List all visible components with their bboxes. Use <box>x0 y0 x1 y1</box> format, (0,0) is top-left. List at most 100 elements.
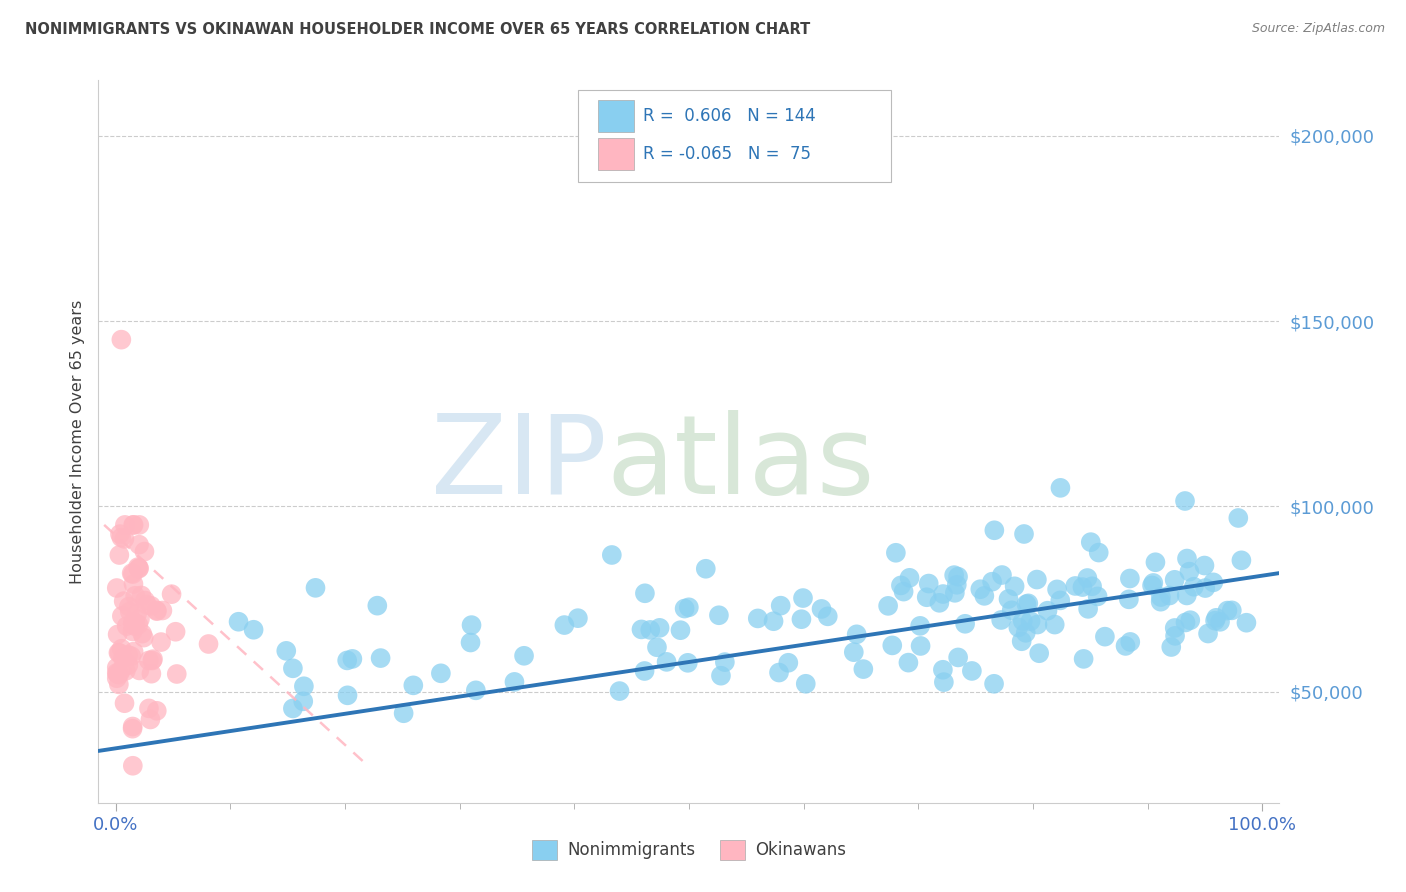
Point <box>105 581 128 595</box>
Point <box>946 570 969 584</box>
Point <box>882 639 904 653</box>
Point <box>845 627 868 641</box>
Point <box>669 623 692 637</box>
Point <box>1064 579 1087 593</box>
Point <box>991 568 1014 582</box>
Point <box>134 593 156 607</box>
Point <box>1144 555 1167 569</box>
Point <box>430 666 453 681</box>
Legend: Nonimmigrants, Okinawans: Nonimmigrants, Okinawans <box>526 833 852 867</box>
Point <box>877 599 900 613</box>
Point <box>1017 596 1039 610</box>
Point <box>370 651 392 665</box>
Point <box>969 582 991 597</box>
Point <box>633 664 655 678</box>
Point <box>228 615 250 629</box>
Point <box>762 614 785 628</box>
Point <box>910 639 932 653</box>
Point <box>1049 481 1071 495</box>
Point <box>890 578 912 592</box>
Point <box>655 655 678 669</box>
Point <box>1230 553 1253 567</box>
Point <box>1194 558 1216 573</box>
Point <box>973 589 995 603</box>
Point <box>1004 579 1026 593</box>
Point <box>122 517 145 532</box>
Point <box>197 637 219 651</box>
Point <box>1174 494 1197 508</box>
Point <box>366 599 388 613</box>
Point <box>932 663 955 677</box>
Point <box>141 666 163 681</box>
Point <box>645 640 668 655</box>
Point <box>503 674 526 689</box>
Point <box>1073 652 1095 666</box>
Point <box>121 567 143 582</box>
Point <box>943 586 966 600</box>
Point <box>1049 593 1071 607</box>
Point <box>981 574 1004 589</box>
Point <box>292 694 315 708</box>
Point <box>1076 571 1098 585</box>
Point <box>1119 635 1142 649</box>
Point <box>1081 579 1104 593</box>
Point <box>778 656 800 670</box>
Point <box>790 612 813 626</box>
Point <box>112 594 135 608</box>
Text: R = -0.065   N =  75: R = -0.065 N = 75 <box>643 145 810 163</box>
Point <box>714 655 737 669</box>
Point <box>600 548 623 562</box>
Point <box>1094 630 1116 644</box>
Point <box>336 689 359 703</box>
Point <box>747 611 769 625</box>
Point <box>121 719 143 733</box>
Point <box>131 589 153 603</box>
Point <box>884 546 907 560</box>
Point <box>1160 640 1182 654</box>
Point <box>146 604 169 618</box>
Point <box>152 603 174 617</box>
Point <box>792 591 814 605</box>
Point <box>110 333 132 347</box>
Point <box>124 619 146 633</box>
Point <box>1015 625 1038 640</box>
Point <box>918 576 941 591</box>
Point <box>634 586 657 600</box>
Point <box>165 624 187 639</box>
Point <box>121 566 143 581</box>
Point <box>134 544 156 558</box>
Point <box>928 596 950 610</box>
Point <box>105 671 128 685</box>
Point <box>898 571 921 585</box>
Point <box>1227 511 1250 525</box>
Point <box>710 669 733 683</box>
Point <box>630 623 652 637</box>
Text: NONIMMIGRANTS VS OKINAWAN HOUSEHOLDER INCOME OVER 65 YEARS CORRELATION CHART: NONIMMIGRANTS VS OKINAWAN HOUSEHOLDER IN… <box>25 22 810 37</box>
Point <box>908 619 931 633</box>
Point <box>127 560 149 574</box>
Point <box>129 612 152 626</box>
Point <box>553 618 575 632</box>
Point <box>121 617 143 632</box>
Point <box>117 648 139 662</box>
Point <box>932 587 955 601</box>
Point <box>513 648 536 663</box>
Point <box>120 649 142 664</box>
Point <box>1087 545 1109 559</box>
Point <box>125 607 148 621</box>
Point <box>132 631 155 645</box>
Point <box>122 577 145 591</box>
Point <box>108 667 131 681</box>
Point <box>118 605 141 619</box>
Point <box>121 722 143 736</box>
Point <box>127 617 149 632</box>
Point <box>304 581 326 595</box>
Point <box>128 664 150 678</box>
Point <box>1164 629 1187 643</box>
Point <box>136 598 159 612</box>
Point <box>1071 580 1094 594</box>
Point <box>893 584 915 599</box>
Point <box>648 621 671 635</box>
Point <box>1150 590 1173 604</box>
Point <box>1216 604 1239 618</box>
